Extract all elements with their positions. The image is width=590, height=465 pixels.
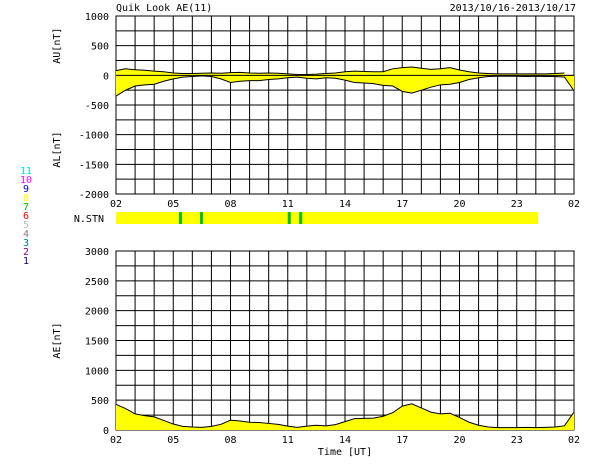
ae-series-line [115, 403, 575, 429]
ae-ytick-label: 1000 [85, 366, 109, 377]
station-count-marker [178, 212, 182, 224]
station-count-label: N.STN [74, 214, 104, 225]
ae-axis-label: AE[nT] [52, 322, 63, 358]
station-legend-item: 7 [23, 202, 29, 213]
station-count-marker [299, 212, 303, 224]
station-legend-item: 6 [23, 211, 29, 222]
auall-xtick-label: 14 [339, 199, 351, 210]
station-legend-item: 11 [20, 166, 32, 177]
figure-title: Quik Look AE(11) [116, 3, 212, 14]
ae-xtick-label: 05 [167, 435, 179, 446]
auall-ytick-label: 500 [91, 42, 109, 53]
station-count-panel: N.STN [74, 212, 538, 225]
ae-ytick-label: 1500 [85, 337, 109, 348]
ae-xtick-label: 02 [110, 435, 122, 446]
auall-ytick-label: 1000 [85, 12, 109, 23]
station-legend-item: 4 [23, 229, 29, 240]
station-legend-item: 10 [20, 175, 32, 186]
ae-ytick-label: 500 [91, 396, 109, 407]
station-legend-item: 9 [23, 184, 29, 195]
station-count-marker [287, 212, 291, 224]
auall-xtick-label: 05 [167, 199, 179, 210]
station-legend-item: 8 [23, 193, 29, 204]
station-count-bar [116, 212, 538, 224]
station-legend-item: 3 [23, 238, 29, 249]
ae-ytick-label: 2000 [85, 307, 109, 318]
auall-ytick-label: -1500 [79, 160, 109, 171]
auall-xtick-label: 08 [224, 199, 236, 210]
station-legend-item: 1 [23, 256, 29, 267]
ae-xtick-label: 20 [453, 435, 465, 446]
ae-xtick-label: 02 [568, 435, 580, 446]
station-count-marker [199, 212, 203, 224]
auall-ytick-label: -500 [85, 101, 109, 112]
ae-xtick-label: 23 [511, 435, 523, 446]
ae-area [116, 403, 574, 430]
auall-ytick-label: -1000 [79, 131, 109, 142]
auall-xtick-label: 11 [282, 199, 294, 210]
ae-ytick-label: 3000 [85, 247, 109, 258]
time-axis-label: Time [UT] [318, 447, 372, 458]
ae-ytick-label: 2500 [85, 277, 109, 288]
auall-xtick-label: 17 [396, 199, 408, 210]
al-axis-label: AL[nT] [52, 131, 63, 167]
station-legend-item: 2 [23, 247, 29, 258]
ae-xtick-label: 08 [224, 435, 236, 446]
auall-ytick-label: 0 [103, 71, 109, 82]
auall-xtick-label: 02 [110, 199, 122, 210]
ae-xtick-label: 17 [396, 435, 408, 446]
ae-ytick-label: 0 [103, 426, 109, 437]
station-legend-item: 5 [23, 220, 29, 231]
au-axis-label: AU[nT] [52, 28, 63, 64]
auall-plot-frame [115, 15, 575, 195]
al-series-line [115, 75, 575, 97]
auall-ytick-label: -2000 [79, 190, 109, 201]
auall-xtick-label: 20 [453, 199, 465, 210]
auall-xtick-label: 02 [568, 199, 580, 210]
figure-date-range: 2013/10/16-2013/10/17 [450, 3, 576, 14]
ae-xtick-label: 11 [282, 435, 294, 446]
auall-xtick-label: 23 [511, 199, 523, 210]
al-area [116, 75, 574, 97]
au-series-line [115, 66, 565, 75]
ae-xtick-label: 14 [339, 435, 351, 446]
